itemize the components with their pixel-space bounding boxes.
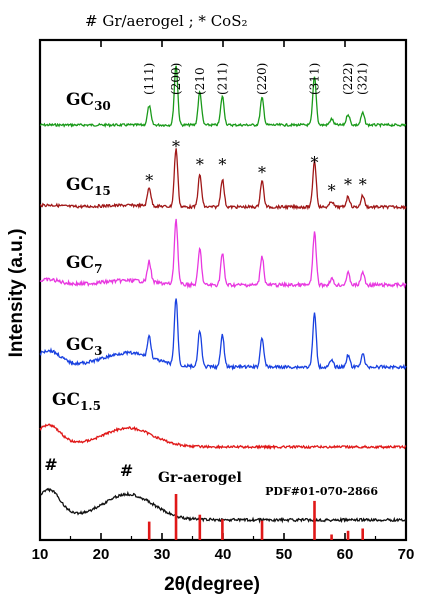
series-label-main: GC	[66, 90, 94, 110]
hkl-label: (321)	[356, 63, 370, 95]
series-label-sub: 3	[94, 344, 102, 358]
series-line-gc1-5	[39, 423, 407, 450]
series-label-main: Gr-aerogel	[158, 470, 242, 486]
series-label-sub: 7	[94, 262, 102, 276]
chart-legend: # Gr/aerogel ; * CoS₂	[85, 12, 248, 30]
cos2-marker: *	[359, 175, 367, 194]
x-tick-label: 50	[276, 546, 293, 563]
graphene-marker: #	[44, 455, 57, 474]
cos2-marker: *	[344, 175, 352, 194]
x-tick-label: 40	[215, 546, 232, 563]
series-label: GC30	[66, 90, 111, 113]
hkl-label: (311)	[308, 63, 322, 95]
series-line-gc3	[39, 298, 407, 371]
series-label-main: GC	[66, 253, 94, 273]
graphene-marker: #	[120, 461, 133, 480]
series-line-gc7	[39, 218, 407, 290]
series-label-main: GC	[52, 390, 80, 410]
series-line-gc15	[39, 148, 407, 211]
cos2-marker: *	[172, 137, 180, 156]
plot-area: 10 20 30 40 50 60 70GC30GC15GC7GC3GC1.5Gr-aero…	[32, 38, 415, 563]
x-axis-title: 2θ(degree)	[164, 574, 260, 595]
series-label-main: GC	[66, 335, 94, 355]
x-tick-label: 20	[93, 546, 110, 563]
cos2-marker: *	[196, 155, 204, 174]
hkl-label: (111)	[142, 63, 156, 95]
plot-frame	[38, 38, 408, 542]
cos2-marker: *	[218, 155, 226, 174]
series-label: GC1.5	[52, 390, 101, 413]
hkl-label: (200)	[169, 63, 183, 95]
series-label: Gr-aerogel	[158, 470, 242, 486]
hkl-label: (222)	[341, 63, 355, 95]
hkl-label: (211)	[215, 63, 229, 95]
cos2-marker: *	[328, 181, 336, 200]
series-label-sub: 1.5	[80, 399, 101, 413]
cos2-marker: *	[311, 153, 319, 172]
series-label: GC15	[66, 175, 111, 198]
series-label-sub: 30	[94, 99, 111, 113]
x-tick-label: 30	[154, 546, 171, 563]
hkl-label: (210	[193, 67, 207, 95]
cos2-marker: *	[145, 171, 153, 190]
series-label: GC3	[66, 335, 102, 358]
series-label-main: GC	[66, 175, 94, 195]
series-label-sub: 15	[94, 184, 111, 198]
x-tick-label: 70	[398, 546, 415, 563]
hkl-label: (220)	[255, 63, 269, 95]
series-line-gc30	[39, 65, 407, 129]
series-label: GC7	[66, 253, 102, 276]
y-axis-title: Intensity (a.u.)	[6, 229, 27, 358]
reference-label: PDF#01-070-2866	[265, 485, 378, 498]
x-tick-label: 60	[337, 546, 354, 563]
x-tick-label: 10	[32, 546, 49, 563]
cos2-marker: *	[258, 163, 266, 182]
